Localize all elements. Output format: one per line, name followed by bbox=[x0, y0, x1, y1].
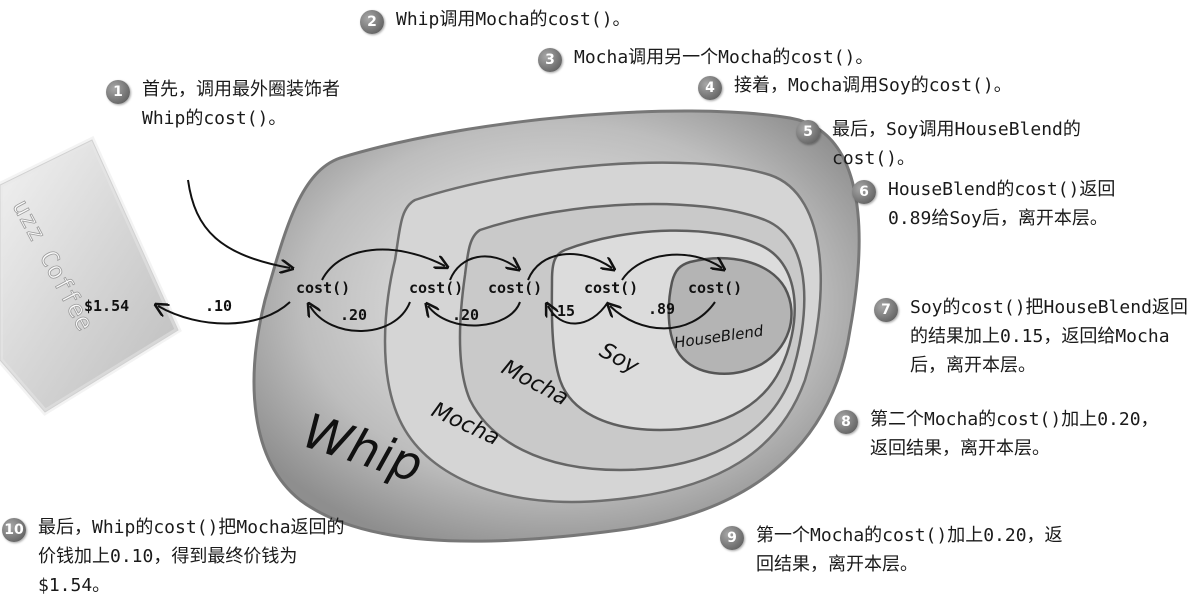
step-text: 最后，Whip的cost()把Mocha返回的价钱加上0.10，得到最终价钱为$… bbox=[38, 517, 345, 596]
cost-label-houseblend: cost() bbox=[688, 279, 742, 297]
cost-label-whip: cost() bbox=[296, 279, 350, 297]
step-number-badge: 5 bbox=[796, 120, 820, 144]
step-text: 首先，调用最外圈装饰者Whip的cost()。 bbox=[142, 79, 340, 129]
step-7: 7 Soy的cost()把HouseBlend返回的结果加上0.15，返回给Mo… bbox=[874, 294, 1190, 380]
step-number-badge: 4 bbox=[698, 76, 722, 100]
napkin: uzz Coffee bbox=[0, 135, 182, 416]
step-number-badge: 1 bbox=[106, 80, 130, 104]
step-text: Whip调用Mocha的cost()。 bbox=[396, 9, 631, 30]
step-1: 1 首先，调用最外圈装饰者Whip的cost()。 bbox=[106, 76, 376, 134]
step-number-badge: 2 bbox=[360, 10, 384, 34]
return-arrows bbox=[158, 301, 716, 332]
return-value-whip: .10 bbox=[205, 297, 232, 315]
step-number-badge: 10 bbox=[2, 518, 26, 542]
step-5: 5 最后，Soy调用HouseBlend的cost()。 bbox=[796, 116, 1136, 174]
step-6: 6 HouseBlend的cost()返回0.89给Soy后，离开本层。 bbox=[852, 176, 1132, 234]
return-arrow-whip bbox=[158, 301, 291, 325]
step-3: 3 Mocha调用另一个Mocha的cost()。 bbox=[538, 44, 958, 73]
step-number-badge: 9 bbox=[720, 526, 744, 550]
step-number-badge: 7 bbox=[874, 298, 898, 322]
return-arrow-mocha-inner bbox=[428, 302, 521, 327]
cost-label-mocha-inner: cost() bbox=[488, 279, 542, 297]
step-text: 第二个Mocha的cost()加上0.20，返回结果，离开本层。 bbox=[870, 409, 1159, 459]
return-arrow-mocha-outer bbox=[310, 302, 411, 332]
step-9: 9 第一个Mocha的cost()加上0.20，返回结果，离开本层。 bbox=[720, 522, 1070, 580]
call-arrows bbox=[187, 179, 722, 281]
return-value-mocha-outer: .20 bbox=[340, 306, 367, 324]
return-value-mocha-inner: .20 bbox=[452, 306, 479, 324]
call-arrow-soy-to-houseblend bbox=[621, 253, 722, 281]
step-text: Soy的cost()把HouseBlend返回的结果加上0.15，返回给Moch… bbox=[910, 297, 1188, 376]
step-text: 第一个Mocha的cost()加上0.20，返回结果，离开本层。 bbox=[756, 525, 1063, 575]
step-2: 2 Whip调用Mocha的cost()。 bbox=[360, 6, 700, 35]
step-text: HouseBlend的cost()返回0.89给Soy后，离开本层。 bbox=[888, 179, 1116, 229]
step-4: 4 接着，Mocha调用Soy的cost()。 bbox=[698, 72, 1098, 101]
call-arrow-mocha-to-mocha bbox=[449, 255, 517, 281]
step-number-badge: 6 bbox=[852, 180, 876, 204]
step-8: 8 第二个Mocha的cost()加上0.20，返回结果，离开本层。 bbox=[834, 406, 1170, 464]
return-arrow-houseblend bbox=[610, 302, 716, 330]
step-text: 接着，Mocha调用Soy的cost()。 bbox=[734, 75, 1012, 96]
step-text: 最后，Soy调用HouseBlend的cost()。 bbox=[832, 119, 1081, 169]
step-text: Mocha调用另一个Mocha的cost()。 bbox=[574, 47, 874, 68]
cost-label-soy: cost() bbox=[584, 279, 638, 297]
step-number-badge: 8 bbox=[834, 410, 858, 434]
step-10: 10 最后，Whip的cost()把Mocha返回的价钱加上0.10，得到最终价… bbox=[2, 514, 362, 600]
call-arrow-entry bbox=[187, 179, 290, 268]
layer-houseblend bbox=[667, 256, 793, 375]
call-arrow-whip-to-mocha bbox=[321, 248, 445, 281]
call-arrow-mocha-to-soy bbox=[527, 253, 612, 281]
final-price: $1.54 bbox=[84, 297, 129, 315]
step-number-badge: 3 bbox=[538, 48, 562, 72]
cost-label-mocha-outer: cost() bbox=[409, 279, 463, 297]
return-value-houseblend: .89 bbox=[648, 300, 675, 318]
return-arrow-soy bbox=[548, 302, 609, 325]
